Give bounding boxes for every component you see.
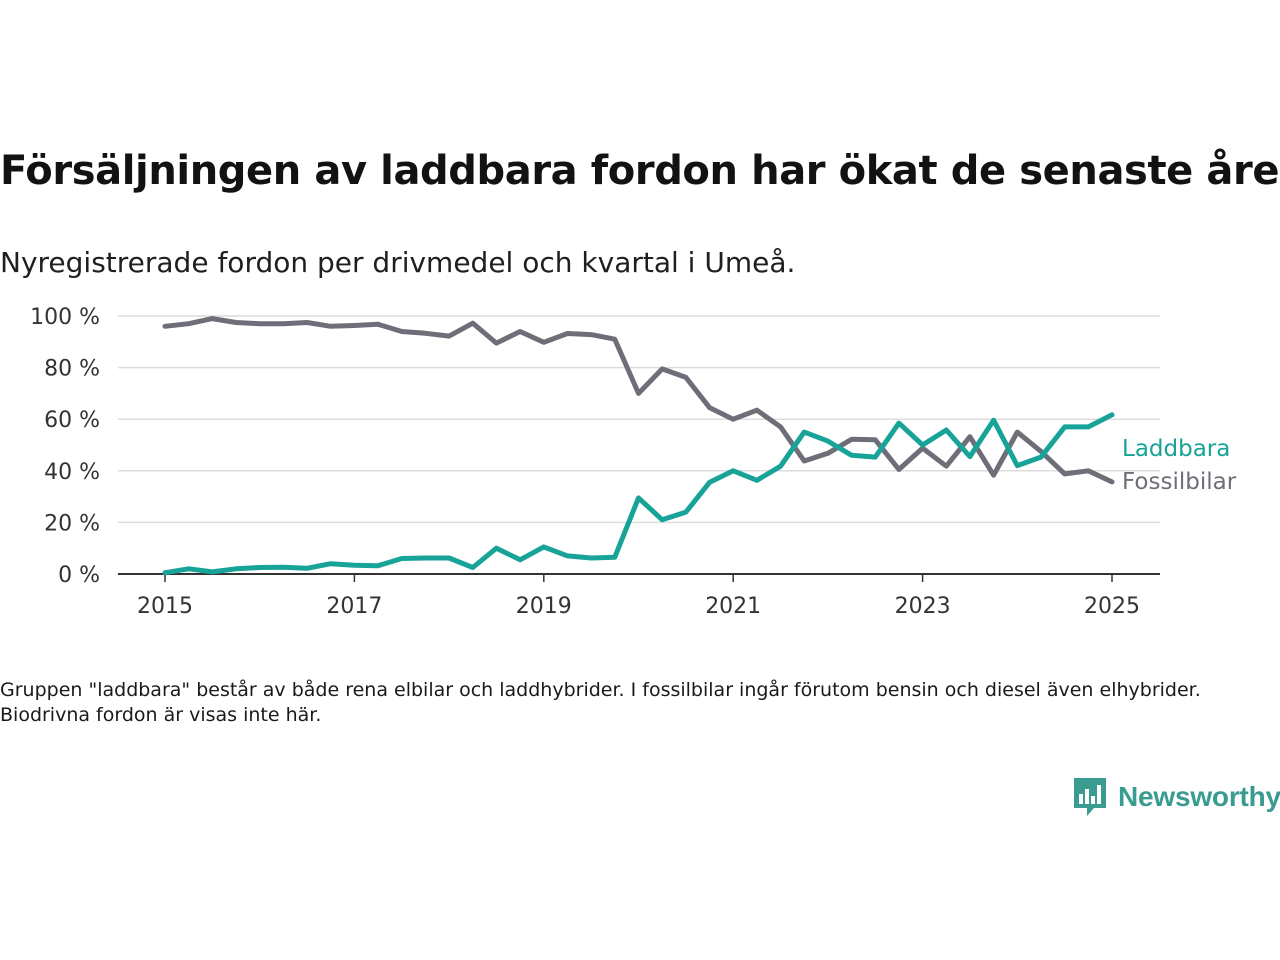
series-lines (162, 316, 1115, 576)
y-tick-label: 100 % (30, 305, 100, 330)
x-tick-label: 2021 (705, 594, 761, 619)
brand-name: Newsworthy (1118, 781, 1280, 812)
y-tick-label: 40 % (44, 460, 100, 485)
chart-subtitle: Nyregistrerade fordon per drivmedel och … (0, 246, 796, 279)
chart-title: Försäljningen av laddbara fordon har öka… (0, 148, 1280, 194)
y-tick-label: 0 % (58, 563, 100, 588)
y-tick-label: 60 % (44, 408, 100, 433)
series-label-fossilbilar: Fossilbilar (1122, 469, 1237, 495)
x-axis: 2015 2017 2019 2021 2023 2025 (118, 573, 1160, 619)
footnote: Gruppen "laddbara" består av både rena e… (0, 679, 1201, 726)
newsworthy-logo[interactable]: Newsworthy (1072, 776, 1280, 818)
y-tick-label: 80 % (44, 357, 100, 382)
y-axis-tick-labels: 0 % 20 % 40 % 60 % 80 % 100 % (30, 305, 100, 588)
x-tick-label: 2025 (1084, 594, 1140, 619)
series-label-laddbara: Laddbara (1122, 436, 1230, 462)
x-tick-label: 2017 (326, 594, 382, 619)
series-line-laddbara (162, 412, 1115, 576)
x-tick-label: 2015 (137, 594, 193, 619)
newsworthy-logo-icon (1074, 778, 1106, 816)
gridlines (118, 315, 1160, 524)
x-tick-label: 2019 (516, 594, 572, 619)
y-tick-label: 20 % (44, 511, 100, 536)
series-line-fossilbilar (162, 316, 1115, 485)
line-chart: 0 % 20 % 40 % 60 % 80 % 100 % 2015 2017 2019 202… (30, 305, 1237, 619)
x-tick-label: 2023 (895, 594, 951, 619)
series-labels: Laddbara Fossilbilar (1122, 436, 1237, 495)
